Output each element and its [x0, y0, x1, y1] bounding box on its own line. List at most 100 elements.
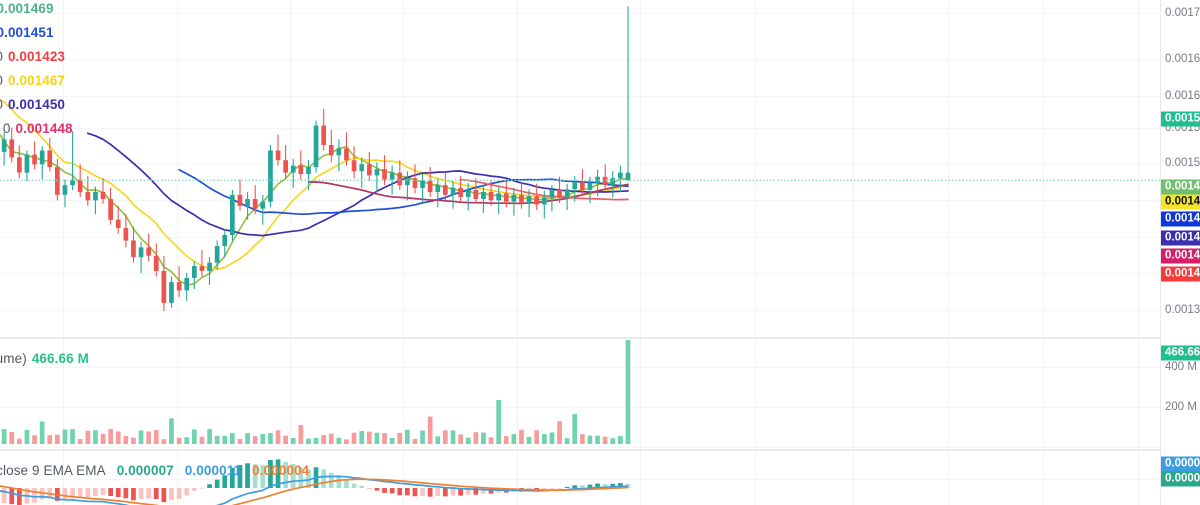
- candle-body: [618, 172, 623, 179]
- macd-histogram-bar: [564, 486, 570, 488]
- candle-body: [549, 190, 555, 198]
- candle-body: [138, 247, 144, 258]
- volume-bar: [290, 438, 296, 444]
- macd-histogram-bar: [268, 460, 273, 488]
- volume-axis-tick: 400 M: [1165, 361, 1197, 373]
- price-legend-label: 0 close 0: [0, 73, 3, 88]
- macd-histogram-bar: [252, 464, 258, 488]
- candle-body: [625, 172, 631, 181]
- candle-body: [290, 165, 296, 173]
- candle-body: [161, 271, 167, 303]
- candle-body: [176, 282, 182, 291]
- pane-separator-volume-macd[interactable]: [0, 449, 1200, 451]
- macd-histogram-bar: [412, 488, 418, 497]
- volume-legend[interactable]: (Volume) 466.66 M: [0, 351, 89, 367]
- candle-body: [542, 197, 547, 205]
- macd-histogram-bar: [214, 479, 220, 488]
- volume-bar: [184, 437, 190, 444]
- volume-axis-badge[interactable]: 466.66: [1161, 345, 1200, 361]
- candle-body: [412, 178, 418, 188]
- macd-legend[interactable]: 12 26 close 9 EMA EMA 0.000007 0.000011 0.0…: [0, 463, 309, 479]
- candle-body: [230, 194, 235, 235]
- pane-separator-price-volume[interactable]: [0, 337, 1200, 339]
- macd-histogram-bar: [610, 483, 616, 488]
- price-axis-badge[interactable]: 0.00142: [1161, 266, 1200, 282]
- candle-body: [587, 183, 593, 190]
- candle-body: [595, 176, 600, 183]
- volume-bar: [405, 429, 410, 444]
- macd-histogram-bar: [275, 459, 281, 488]
- volume-bar: [93, 430, 98, 444]
- candle-body: [77, 179, 83, 193]
- volume-bar: [359, 431, 365, 444]
- volume-bar: [397, 432, 403, 444]
- macd-histogram-bar: [93, 488, 98, 496]
- candle-body: [435, 185, 441, 192]
- candle-body: [184, 277, 190, 291]
- price-pane[interactable]: [0, 0, 1160, 337]
- volume-bar: [222, 435, 228, 444]
- price-axis-tick: 0.00130: [1165, 304, 1200, 316]
- price-axis-badge[interactable]: 0.00145: [1161, 211, 1200, 227]
- macd-axis-badge[interactable]: 0.00000: [1161, 471, 1200, 487]
- volume-bar: [435, 436, 441, 444]
- macd-axis-badge[interactable]: 0.00001: [1161, 456, 1200, 472]
- macd-histogram-bar: [70, 488, 75, 499]
- candle-body: [443, 185, 448, 195]
- macd-histogram-bar: [450, 488, 456, 496]
- volume-bar: [580, 434, 585, 444]
- price-axis-badge[interactable]: 0.00146: [1161, 194, 1200, 210]
- candle-body: [131, 240, 136, 258]
- price-axis[interactable]: 0.001700.001650.001600.001550.001500.001…: [1160, 0, 1200, 505]
- volume-bar: [564, 438, 570, 444]
- candle-body: [24, 154, 30, 173]
- volume-pane[interactable]: [0, 340, 1160, 449]
- price-legend-row: 20 close 0 0.001448: [0, 121, 73, 137]
- volume-bar: [108, 429, 113, 444]
- candle-body: [564, 189, 570, 198]
- candle-body: [450, 187, 456, 195]
- macd-histogram-bar: [153, 488, 159, 499]
- macd-histogram-bar: [138, 488, 144, 500]
- candle-body: [367, 164, 372, 176]
- candle-body: [199, 266, 205, 271]
- candle-body: [534, 196, 539, 205]
- macd-histogram-bar: [557, 488, 562, 489]
- volume-bar: [321, 435, 326, 444]
- volume-bar: [473, 432, 479, 444]
- price-legend-value: 0.001467: [7, 73, 66, 89]
- volume-legend-value: 466.66 M: [31, 351, 89, 366]
- volume-bar: [328, 433, 334, 444]
- macd-histogram-bar: [32, 488, 37, 503]
- volume-bar: [465, 437, 471, 444]
- macd-histogram-bar: [306, 469, 311, 488]
- candle-body: [192, 266, 197, 278]
- price-axis-badge[interactable]: 0.00156: [1161, 111, 1200, 127]
- volume-bar: [252, 436, 258, 444]
- price-legend-value: 0.001423: [7, 49, 66, 65]
- volume-bar: [268, 433, 273, 444]
- macd-line: [0, 475, 629, 505]
- candle-body: [1, 139, 7, 152]
- volume-bar: [542, 434, 547, 444]
- volume-bar: [511, 434, 517, 444]
- price-axis-badge[interactable]: 0.00145: [1161, 230, 1200, 246]
- price-legend-row: 0 close 0 0.001450: [0, 97, 73, 113]
- volume-bar: [199, 436, 205, 444]
- volume-bar: [138, 430, 144, 444]
- macd-histogram-bar: [351, 483, 357, 488]
- price-axis-badge[interactable]: 0.00146: [1161, 179, 1200, 195]
- price-axis-badge[interactable]: 0.00144: [1161, 248, 1200, 264]
- macd-pane[interactable]: [0, 452, 1160, 505]
- macd-histogram-bar: [123, 488, 129, 499]
- volume-bar: [207, 429, 212, 444]
- volume-bar: [283, 435, 288, 444]
- price-legend-row: close 00.001451: [0, 25, 73, 41]
- candle-body: [503, 193, 509, 202]
- macd-legend-value: 0.000007: [116, 463, 174, 478]
- candle-body: [47, 150, 53, 168]
- candle-body: [344, 148, 349, 161]
